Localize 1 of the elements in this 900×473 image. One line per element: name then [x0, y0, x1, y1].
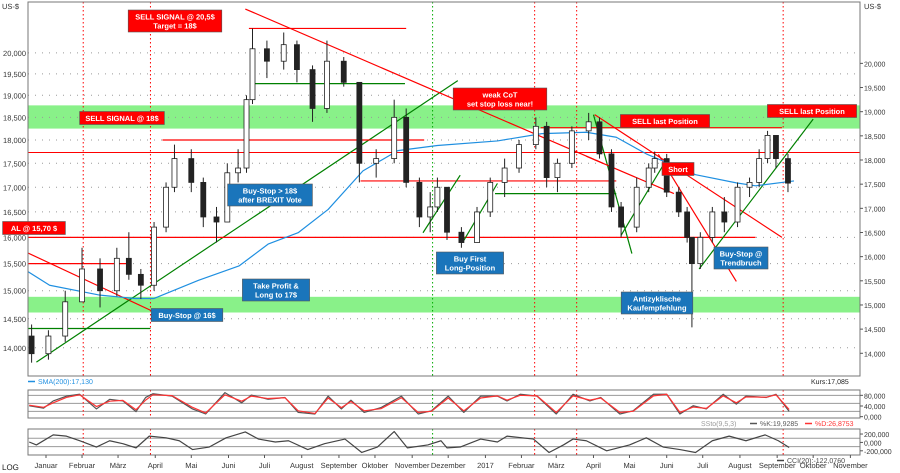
text: LOG [2, 463, 19, 472]
